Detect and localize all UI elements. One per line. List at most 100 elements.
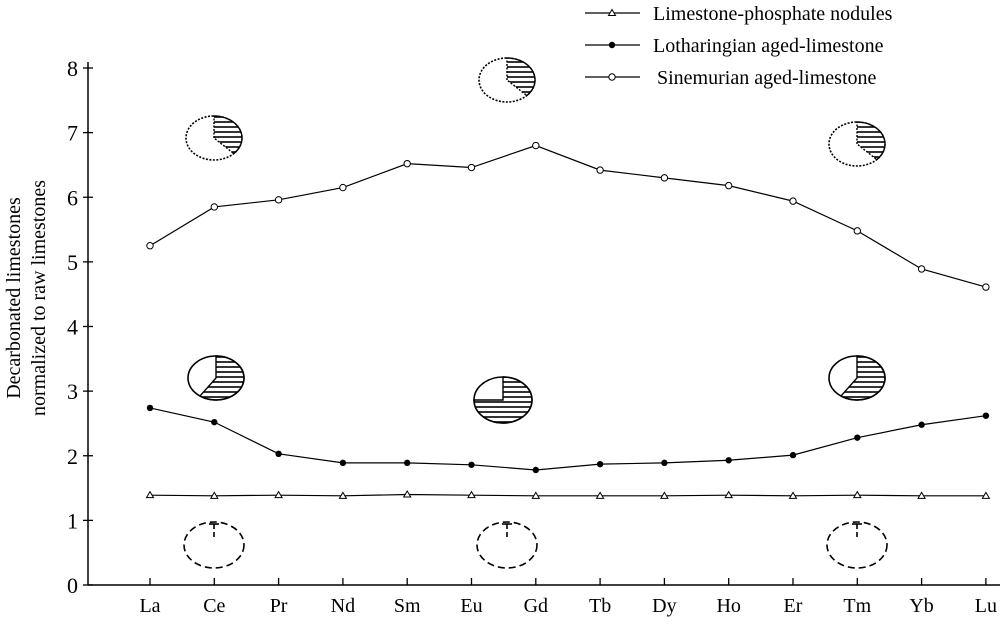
data-point	[789, 451, 797, 459]
legend-entry: Lotharingian aged-limestone	[585, 35, 884, 57]
data-point	[275, 450, 282, 458]
data-point	[404, 459, 411, 467]
data-point	[853, 227, 861, 235]
pie-sector	[506, 57, 536, 97]
pie-sector	[213, 115, 243, 155]
dashed-outline	[183, 521, 245, 569]
y-tick-label: 5	[67, 250, 78, 275]
data-point	[982, 412, 990, 419]
y-tick-label: 6	[67, 185, 78, 210]
pie-glyph-top	[828, 121, 886, 167]
data-point	[531, 491, 541, 499]
legend-label: Sinemurian aged-limestone	[657, 67, 877, 89]
pie-outline	[187, 355, 245, 401]
y-tick-label: 2	[67, 444, 78, 469]
y-axis-label-line1: Decarbonated limestones	[3, 197, 25, 399]
series-line	[149, 407, 986, 471]
data-point	[788, 491, 798, 499]
series-line	[149, 144, 987, 288]
data-point	[725, 457, 732, 464]
data-point	[725, 181, 733, 190]
data-point	[467, 163, 476, 172]
data-point	[982, 283, 990, 291]
data-point	[724, 490, 734, 499]
x-tick-label: Tm	[843, 595, 871, 617]
pie-glyphs	[183, 57, 888, 569]
x-tick-label: La	[139, 595, 160, 617]
data-point	[467, 490, 476, 499]
legend-marker	[607, 8, 617, 16]
pie-sector	[839, 355, 886, 401]
data-point	[211, 418, 218, 426]
data-point	[789, 197, 797, 205]
legend-marker	[608, 73, 616, 81]
dashed-glyph-bottom	[183, 521, 245, 569]
data-point	[146, 242, 154, 250]
pie-outline	[473, 376, 533, 424]
x-tick-label: Ho	[716, 595, 740, 617]
pie-outline	[828, 121, 886, 167]
dashed-outline	[476, 521, 538, 569]
pie-glyph-top	[478, 57, 536, 103]
series-2	[146, 141, 990, 291]
data-point	[918, 421, 925, 428]
data-point	[209, 491, 219, 499]
legend-label: Limestone-phosphate nodules	[653, 3, 893, 25]
legend-label: Lotharingian aged-limestone	[653, 35, 884, 57]
pie-outline	[185, 115, 243, 161]
data-point	[274, 196, 283, 204]
data-point	[532, 141, 540, 150]
data-point	[146, 404, 154, 412]
data-point	[596, 166, 604, 174]
legend-marker	[608, 41, 616, 49]
data-point	[403, 159, 411, 168]
legend-entry: Limestone-phosphate nodules	[585, 3, 893, 25]
x-tick-label: Yb	[909, 595, 933, 617]
data-point	[660, 491, 669, 499]
y-tick-label: 8	[67, 56, 78, 81]
x-tick-label: Pr	[270, 595, 288, 617]
x-tick-label: Tb	[589, 595, 611, 617]
data-point	[145, 490, 155, 499]
series-line	[149, 493, 986, 497]
pie-outline	[828, 355, 886, 401]
data-point	[468, 461, 475, 468]
x-tick-label: Eu	[460, 595, 482, 617]
data-point	[339, 183, 347, 192]
x-tick-label: Dy	[652, 595, 676, 617]
x-tick-label: Lu	[975, 595, 997, 617]
series-0	[145, 490, 991, 499]
y-tick-label: 4	[67, 315, 78, 340]
data-point	[854, 434, 861, 441]
data-point	[595, 491, 605, 499]
axes: 0 1 2 3 4 5 6 7 8 La Ce Pr Nd Sm Eu Gd Tb Dy Ho Er Tm Yb Lu	[67, 56, 1000, 617]
x-tick-label: Sm	[394, 595, 421, 617]
dashed-glyph-bottom	[826, 521, 888, 569]
y-axis-label-line2: normalized to raw limestones	[28, 180, 50, 416]
pie-sector	[856, 121, 886, 161]
pie-outline	[478, 57, 536, 103]
legend: Limestone-phosphate nodules Lotharingian …	[585, 3, 893, 89]
data-point	[852, 490, 862, 499]
data-point	[532, 466, 539, 474]
dashed-glyph-bottom	[476, 521, 538, 569]
data-point	[661, 459, 668, 467]
y-tick-label: 1	[67, 508, 78, 533]
y-tick-label: 7	[67, 121, 78, 146]
data-point	[660, 174, 669, 182]
pie-glyph-middle	[187, 355, 245, 401]
y-tick-label: 3	[67, 379, 78, 404]
x-tick-label: Nd	[331, 595, 355, 617]
data-point	[338, 491, 348, 499]
pie-glyph-top	[185, 115, 243, 161]
legend-entry: Sinemurian aged-limestone	[585, 67, 877, 89]
pie-glyph-middle	[828, 355, 886, 401]
data-point	[981, 491, 991, 499]
data-point	[917, 491, 926, 499]
data-point	[274, 490, 283, 499]
dashed-outline	[826, 521, 888, 569]
x-tick-label: Ce	[203, 595, 225, 617]
data-point	[596, 460, 604, 468]
data-point	[339, 459, 347, 467]
